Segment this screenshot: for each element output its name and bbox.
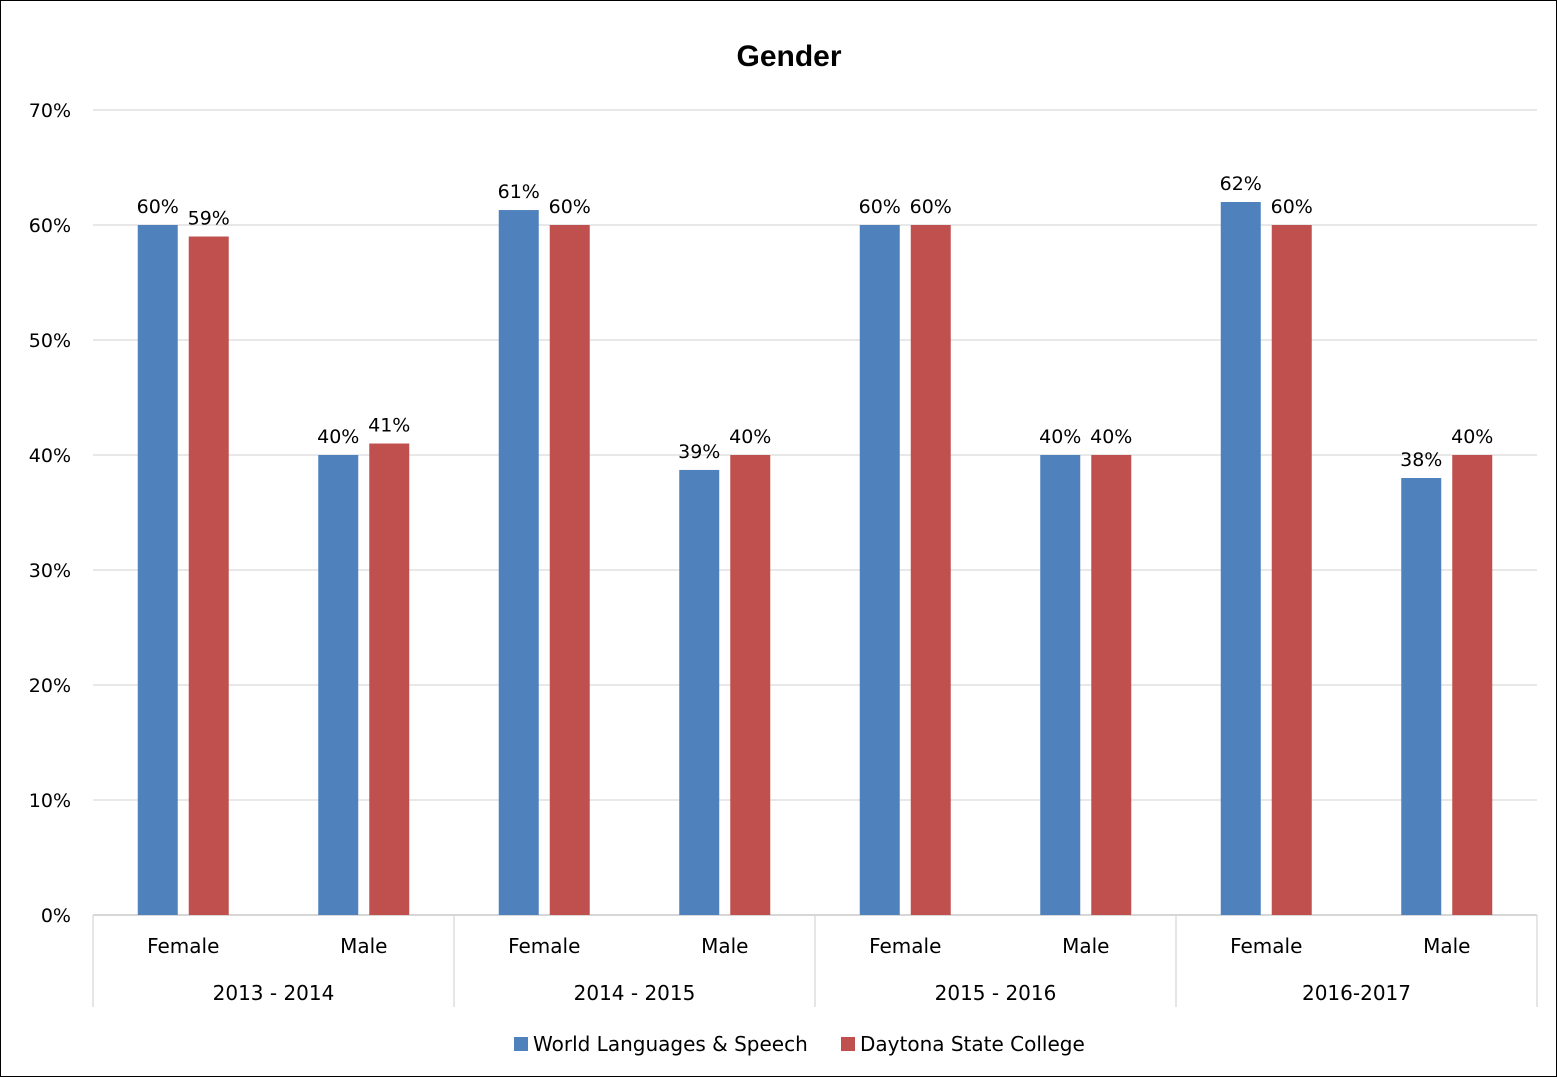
x-category-label: Male (1062, 934, 1109, 958)
legend-label: Daytona State College (860, 1032, 1085, 1056)
x-group-label: 2015 - 2016 (935, 981, 1057, 1005)
axes: 0% 10% 20% 30% 40% 50% 60% 70% Female Male Female M… (29, 100, 1538, 1007)
bar (498, 210, 539, 916)
y-tick-label: 0% (41, 905, 71, 927)
legend-label: World Languages & Speech (533, 1032, 808, 1056)
bar (137, 225, 178, 915)
bar (318, 455, 359, 915)
data-label: 59% (188, 208, 230, 230)
y-tick-label: 20% (29, 675, 71, 697)
x-category-label: Male (701, 934, 748, 958)
data-label: 38% (1400, 449, 1442, 471)
bar (1271, 225, 1312, 915)
x-category-label: Male (1423, 934, 1470, 958)
legend: World Languages & Speech Daytona State Co… (514, 1032, 1085, 1056)
bar (859, 225, 900, 915)
bar (1040, 455, 1081, 915)
legend-swatch (514, 1037, 528, 1051)
data-label: 60% (137, 196, 179, 218)
data-label: 60% (549, 196, 591, 218)
data-label: 40% (1451, 426, 1493, 448)
legend-swatch (841, 1037, 855, 1051)
x-category-label: Female (147, 934, 219, 958)
y-tick-label: 60% (29, 215, 71, 237)
bar (730, 455, 771, 915)
bar (188, 236, 229, 915)
x-category-label: Male (340, 934, 387, 958)
y-tick-label: 10% (29, 790, 71, 812)
data-label: 39% (678, 441, 720, 463)
data-label: 61% (498, 181, 540, 203)
chart-title: Gender (736, 40, 841, 73)
bar (1401, 478, 1442, 915)
bars (137, 202, 1493, 916)
x-category-label: Female (508, 934, 580, 958)
x-group-label: 2014 - 2015 (574, 981, 696, 1005)
data-label: 60% (1271, 196, 1313, 218)
bar (1220, 202, 1261, 915)
data-labels: 60% 40% 61% 39% 60% 40% 62% 38% 59% 41% 60% 40% 60% 4… (137, 173, 1494, 471)
gridlines (93, 109, 1537, 916)
bar (549, 225, 590, 915)
data-label: 40% (317, 426, 359, 448)
bar (369, 443, 410, 915)
y-tick-label: 50% (29, 330, 71, 352)
bar (1452, 455, 1493, 915)
bar (1091, 455, 1132, 915)
data-label: 40% (1039, 426, 1081, 448)
y-tick-label: 30% (29, 560, 71, 582)
data-label: 60% (910, 196, 952, 218)
x-category-label: Female (869, 934, 941, 958)
y-tick-label: 70% (29, 100, 71, 122)
data-label: 40% (729, 426, 771, 448)
bar (910, 225, 951, 915)
data-label: 40% (1090, 426, 1132, 448)
x-category-label: Female (1230, 934, 1302, 958)
y-tick-label: 40% (29, 445, 71, 467)
bar (679, 469, 720, 915)
x-group-label: 2013 - 2014 (213, 981, 335, 1005)
x-group-label: 2016-2017 (1302, 981, 1411, 1005)
data-label: 60% (859, 196, 901, 218)
data-label: 41% (368, 415, 410, 437)
data-label: 62% (1220, 173, 1262, 195)
